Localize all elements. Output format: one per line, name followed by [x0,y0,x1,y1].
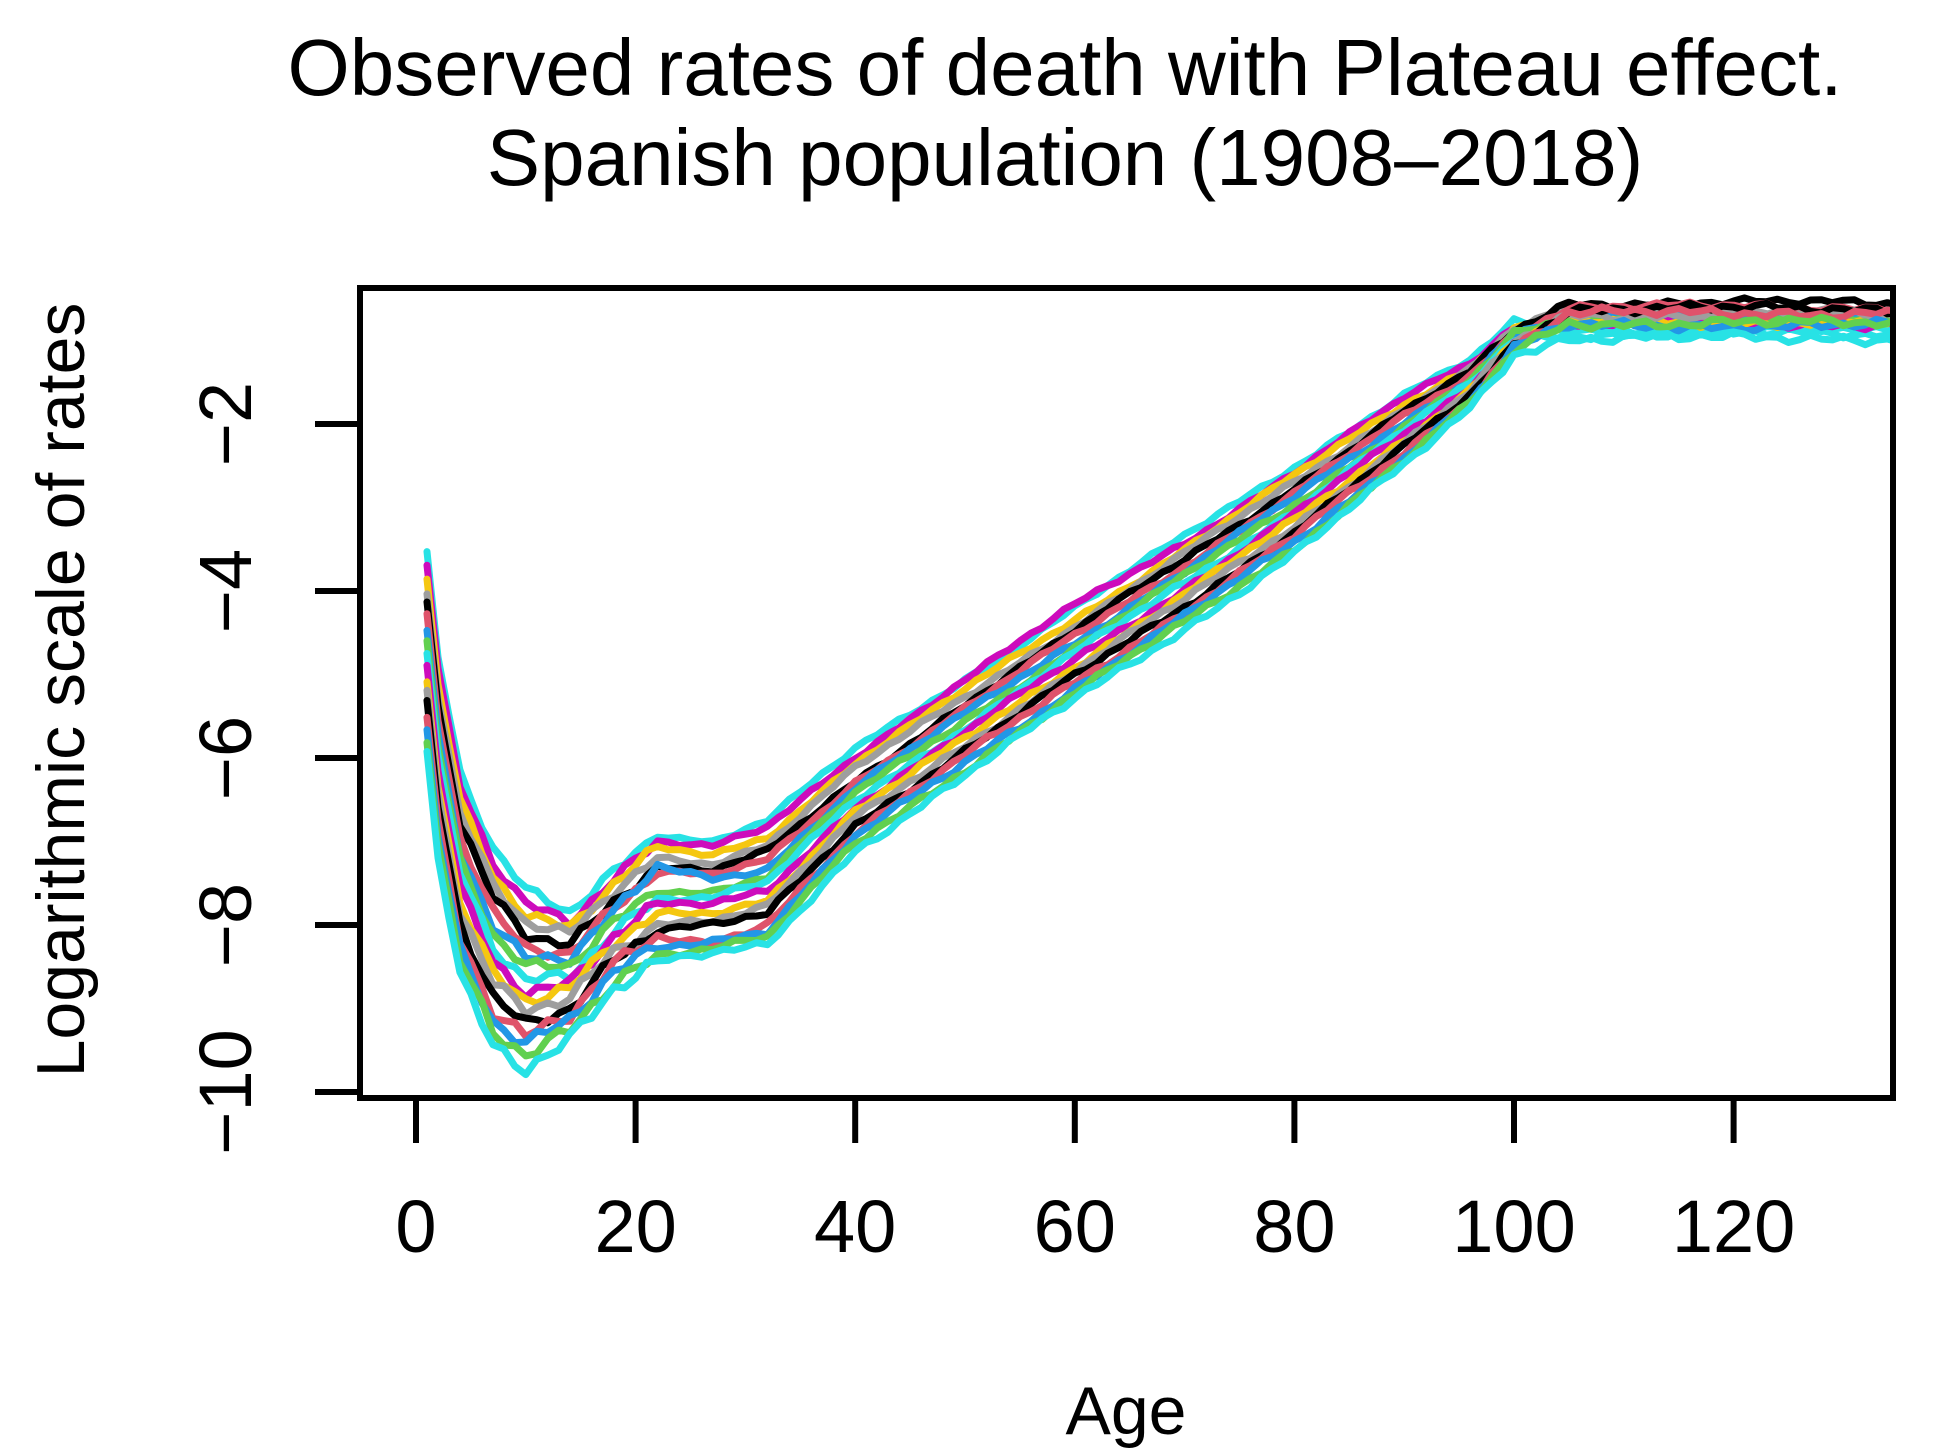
x-tick-label: 100 [1452,1185,1575,1268]
y-tick-label: −6 [184,716,267,800]
plot-box [357,285,1896,1101]
series-line-13 [423,303,1893,1040]
x-axis-label: Age [1065,1373,1187,1449]
chart-title-line1: Observed rates of death with Plateau eff… [287,23,1843,112]
series-lines-group [423,294,1893,1079]
y-tick-label: −8 [184,883,267,967]
x-tick-label: 40 [814,1185,896,1268]
y-tick-label: −4 [184,549,267,633]
chart-title-line2: Spanish population (1908–2018) [486,113,1644,202]
x-tick-label: 20 [594,1185,676,1268]
series-line-15 [423,313,1893,1060]
x-tick-label: 120 [1672,1185,1795,1268]
y-tick-label: −2 [184,382,267,466]
series-line-16 [423,328,1893,1079]
series-line-12 [423,299,1893,1027]
x-tick-label: 60 [1034,1185,1116,1268]
x-tick-label: 80 [1253,1185,1335,1268]
y-tick-label: −10 [184,1029,267,1155]
x-tick-label: 0 [395,1185,436,1268]
series-line-10 [423,313,1893,1007]
